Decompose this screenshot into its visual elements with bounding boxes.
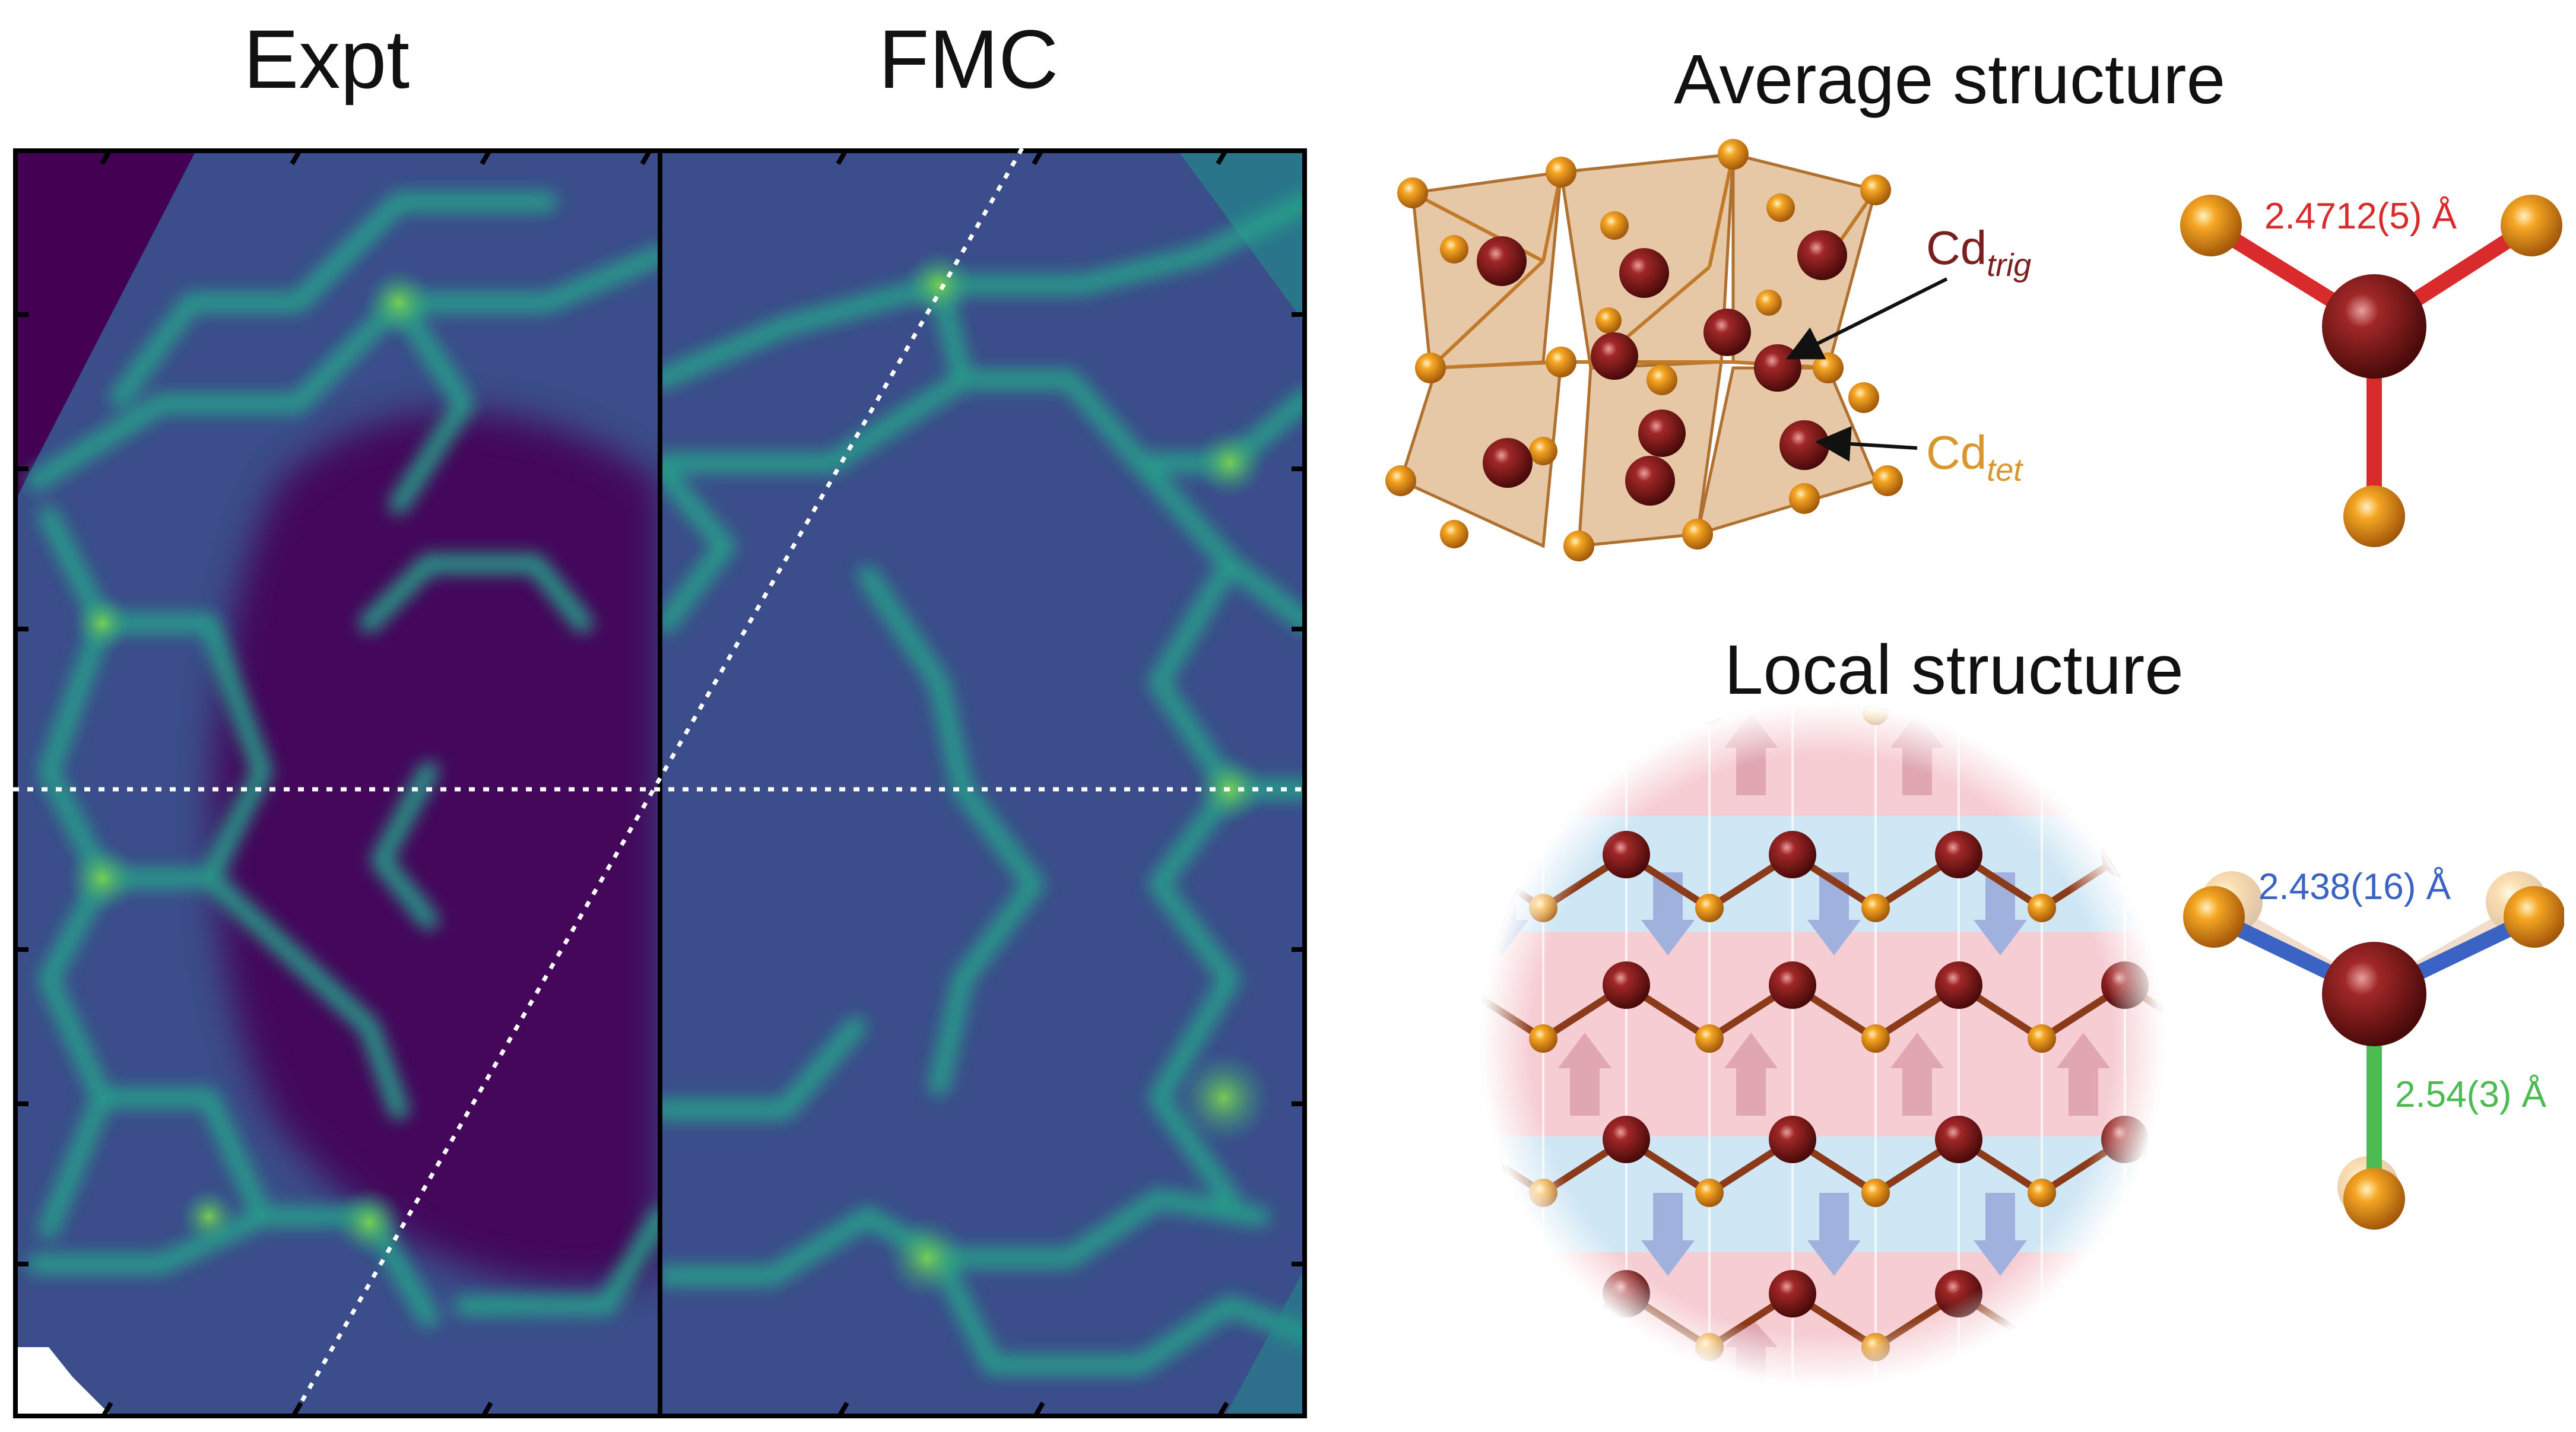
svg-text:Cdtet: Cdtet [1926,426,2023,488]
diffuse-scattering-maps [13,148,1307,1418]
average-crystal: Cdtrig Cdtet [1385,139,2031,561]
cd-tet-label: Cd [1926,426,1987,479]
local-coordination: 2.438(16) Å 2.54(3) Å [2183,866,2564,1230]
local-short-bond-label: 2.438(16) Å [2258,866,2451,907]
fmc-title: FMC [878,12,1059,106]
local-structure-title: Local structure [1724,631,2184,709]
fmc-map [660,148,1307,1418]
arrow-icon [1815,426,1918,462]
average-structure-title: Average structure [1674,40,2226,119]
avg-bond-label: 2.4712(5) Å [2264,196,2457,237]
average-coordination: 2.4712(5) Å [2180,195,2562,547]
local-structure-disc [1481,703,2163,1386]
expt-title: Expt [243,12,410,106]
cd-tet-subscript: tet [1987,452,2023,488]
expt-map [13,148,660,1418]
cd-trig-label: Cd [1926,221,1987,274]
arrow-icon [1786,277,1948,360]
local-long-bond-label: 2.54(3) Å [2395,1074,2547,1115]
structure-diagrams: Cdtrig Cdtet 2.4712(5) Å [1385,139,2564,1386]
svg-text:Cdtrig: Cdtrig [1926,221,2031,283]
cd-trig-subscript: trig [1987,247,2031,283]
